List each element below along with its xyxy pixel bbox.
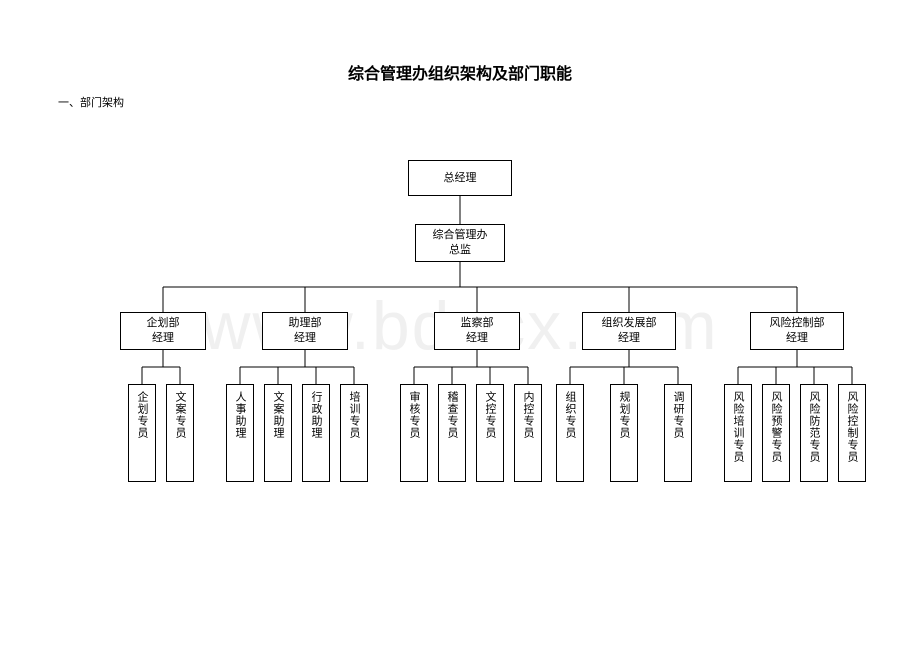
node-leaf-8: 文控专员 [476, 384, 504, 482]
node-dept-2: 监察部经理 [434, 312, 520, 350]
node-leaf-0: 企划专员 [128, 384, 156, 482]
node-leaf-9: 内控专员 [514, 384, 542, 482]
node-leaf-14: 风险预警专员 [762, 384, 790, 482]
node-director: 综合管理办总监 [415, 224, 505, 262]
node-root: 总经理 [408, 160, 512, 196]
node-dept-1: 助理部经理 [262, 312, 348, 350]
node-leaf-11: 规划专员 [610, 384, 638, 482]
node-leaf-7: 稽查专员 [438, 384, 466, 482]
node-leaf-10: 组织专员 [556, 384, 584, 482]
node-dept-4: 风险控制部经理 [750, 312, 844, 350]
node-dept-3: 组织发展部经理 [582, 312, 676, 350]
org-chart: 总经理综合管理办总监企划部经理 助理部经理 监察部经理 组织发展部经理 风险控制部经理企… [0, 0, 920, 651]
node-dept-0: 企划部经理 [120, 312, 206, 350]
node-leaf-3: 文案助理 [264, 384, 292, 482]
node-leaf-6: 审核专员 [400, 384, 428, 482]
node-leaf-4: 行政助理 [302, 384, 330, 482]
node-leaf-2: 人事助理 [226, 384, 254, 482]
node-leaf-12: 调研专员 [664, 384, 692, 482]
node-leaf-16: 风险控制专员 [838, 384, 866, 482]
node-leaf-13: 风险培训专员 [724, 384, 752, 482]
node-leaf-1: 文案专员 [166, 384, 194, 482]
node-leaf-15: 风险防范专员 [800, 384, 828, 482]
node-leaf-5: 培训专员 [340, 384, 368, 482]
